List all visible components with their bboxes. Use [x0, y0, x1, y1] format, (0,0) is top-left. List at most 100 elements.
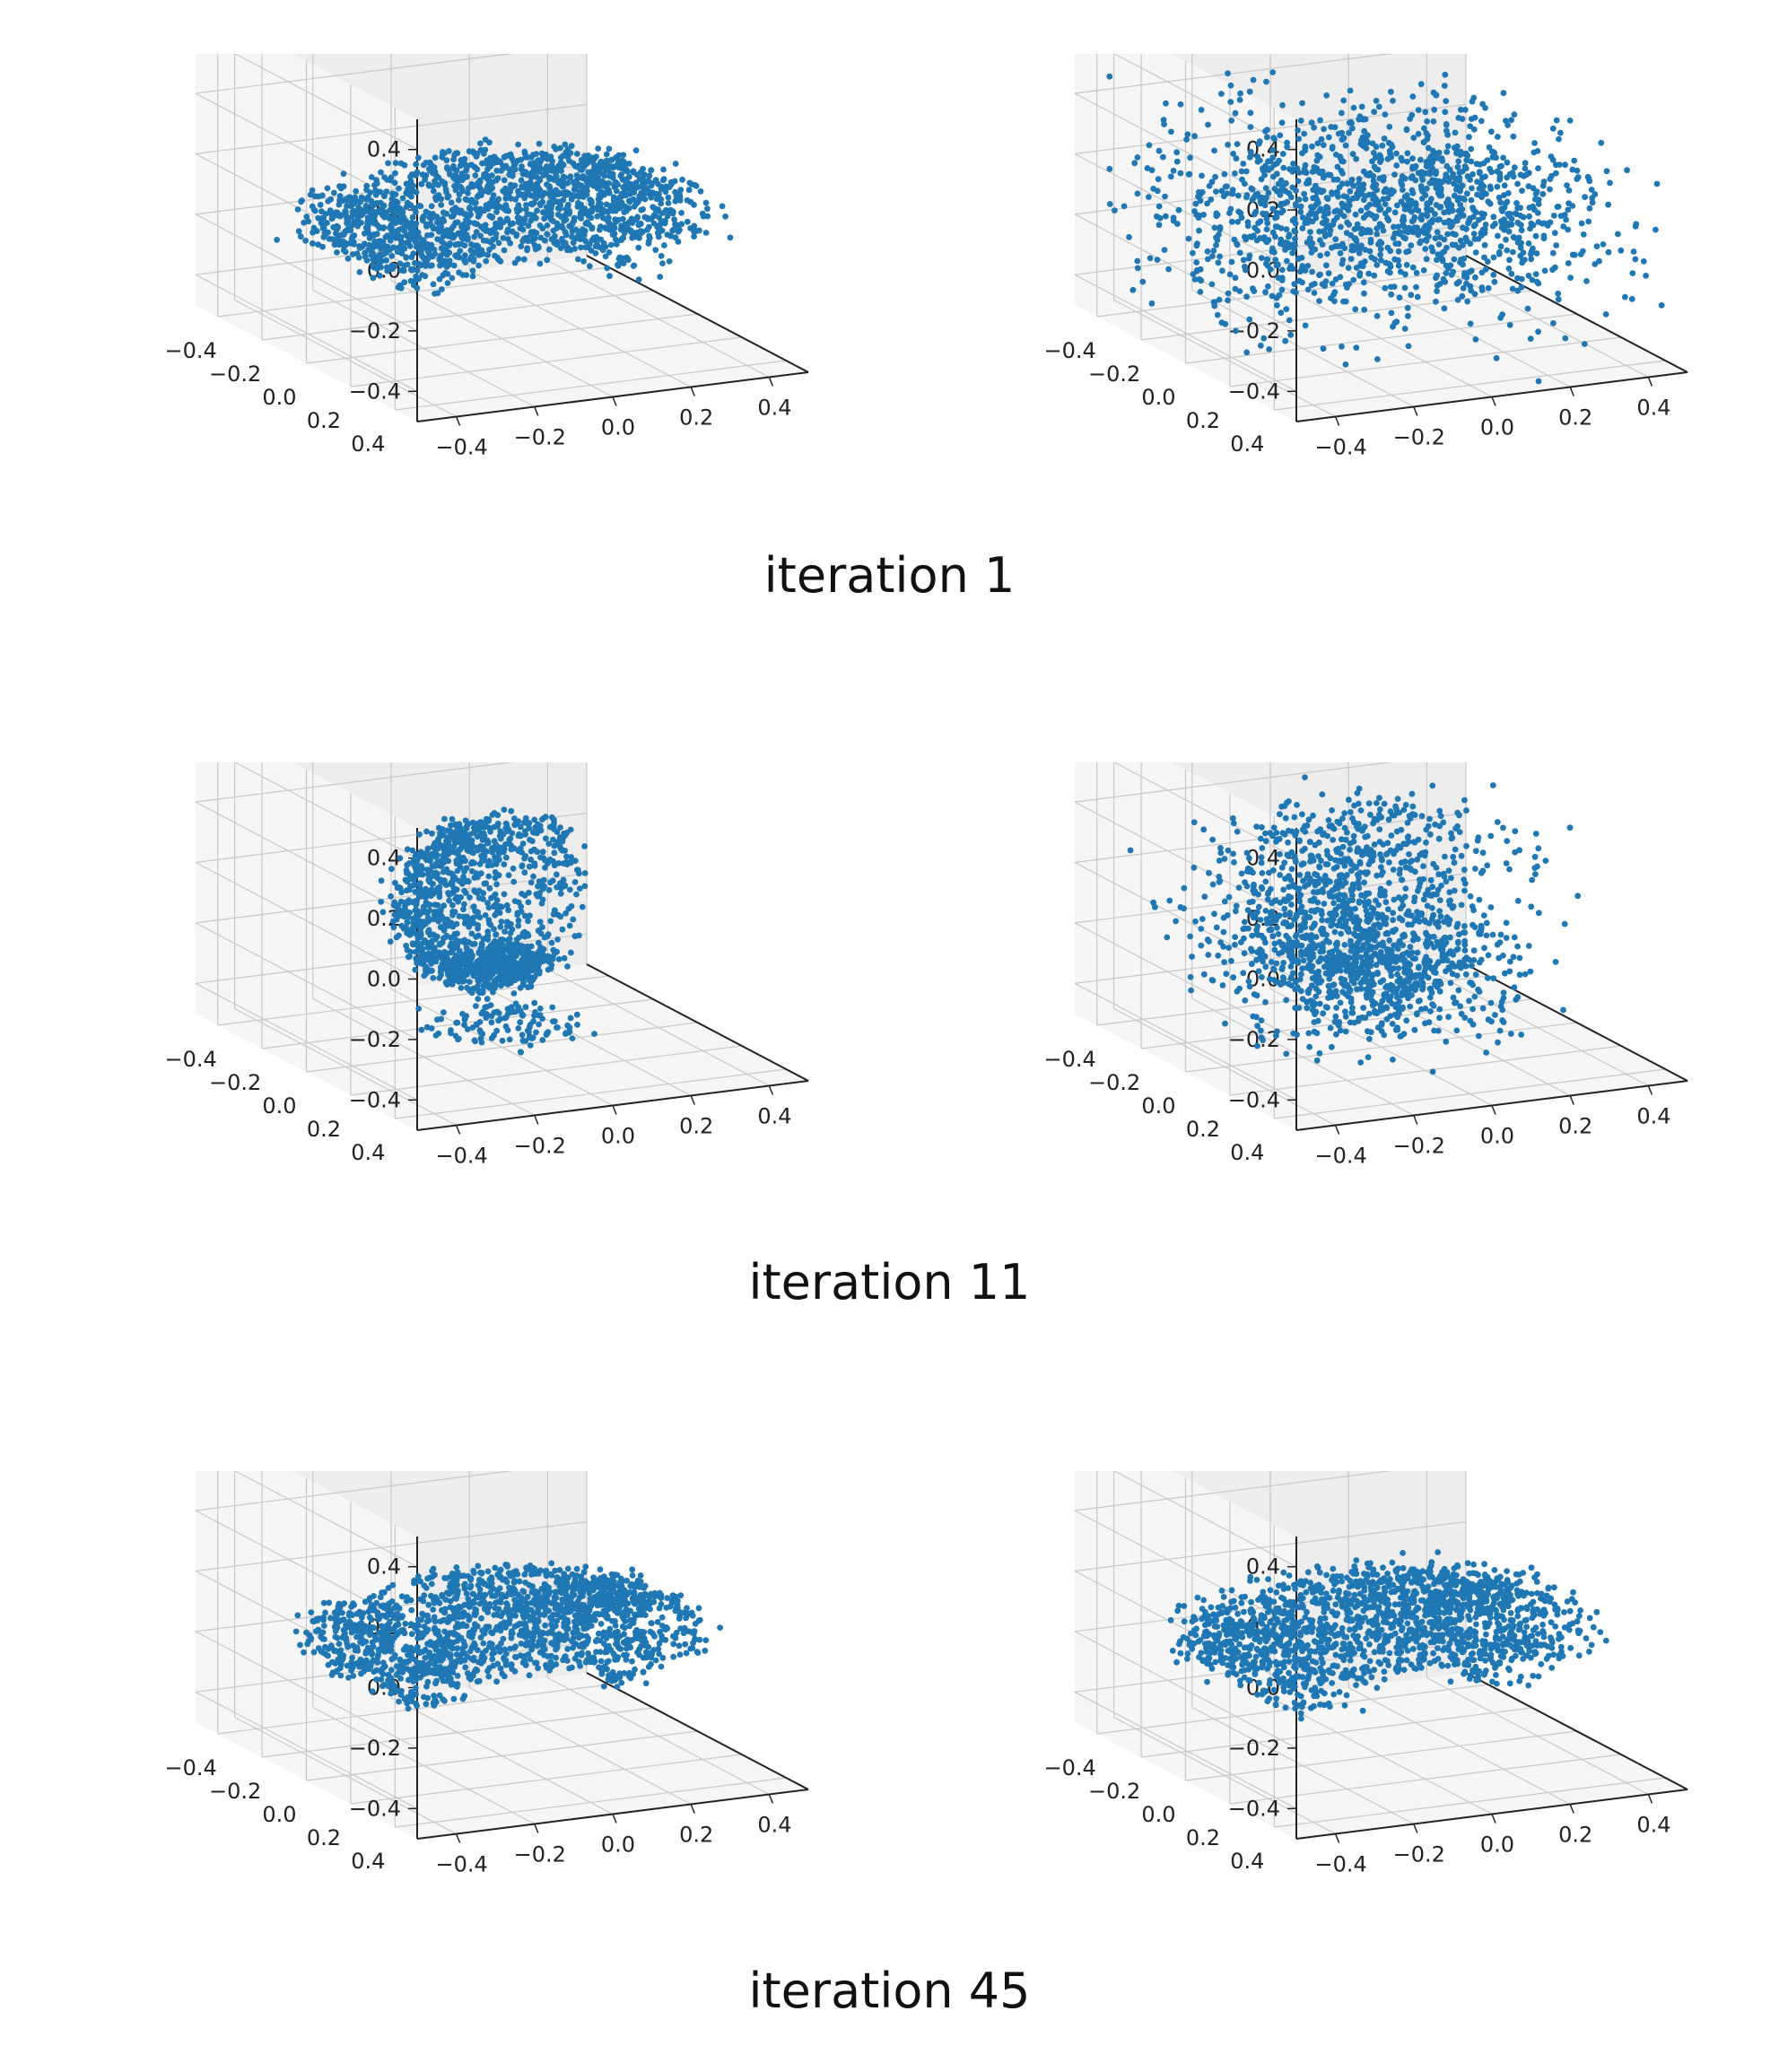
data-point — [595, 166, 602, 173]
data-point — [697, 187, 704, 195]
data-point — [1185, 171, 1192, 178]
data-point — [1403, 126, 1410, 134]
data-point — [1569, 203, 1576, 209]
data-point — [1444, 143, 1452, 150]
data-point — [311, 207, 318, 214]
data-point — [659, 260, 666, 266]
data-point — [1470, 213, 1477, 221]
data-point — [1530, 245, 1536, 252]
data-point — [545, 840, 553, 847]
data-point — [1106, 73, 1113, 80]
data-point — [1134, 154, 1141, 161]
data-point — [1406, 224, 1412, 231]
data-point — [607, 241, 615, 248]
data-point — [503, 193, 510, 200]
data-point — [564, 244, 571, 251]
data-point — [1260, 200, 1268, 207]
data-point — [685, 187, 693, 194]
data-point — [464, 236, 471, 243]
data-point — [425, 876, 432, 883]
data-point — [510, 965, 518, 971]
data-point — [1357, 141, 1365, 147]
data-point — [1339, 109, 1345, 117]
data-point — [485, 873, 493, 880]
data-point — [1518, 227, 1525, 234]
data-point — [1196, 227, 1202, 234]
data-point — [548, 939, 555, 946]
data-point — [403, 180, 410, 187]
data-point — [530, 199, 537, 206]
data-point — [448, 1030, 454, 1037]
data-point — [362, 208, 369, 214]
data-point — [482, 912, 489, 918]
data-point — [1347, 187, 1354, 195]
data-point — [544, 1030, 550, 1037]
data-point — [1199, 188, 1206, 196]
data-point — [449, 164, 457, 171]
data-point — [544, 231, 550, 238]
data-point — [531, 952, 537, 959]
data-point — [1134, 265, 1141, 272]
data-point — [1380, 227, 1387, 234]
data-point — [1373, 262, 1381, 268]
y-tick-label: 0.4 — [1230, 431, 1264, 457]
data-point — [471, 233, 478, 240]
data-point — [376, 209, 382, 216]
y-tick-label: 0.2 — [307, 1117, 341, 1142]
data-point — [1329, 280, 1336, 287]
data-point — [419, 272, 425, 278]
data-point — [474, 844, 480, 851]
data-point — [493, 167, 501, 174]
data-point — [1312, 194, 1320, 201]
data-point — [1173, 149, 1181, 156]
data-point — [1167, 173, 1174, 180]
data-point — [519, 862, 526, 869]
data-point — [521, 928, 528, 936]
x-tick — [1647, 377, 1653, 387]
data-point — [1331, 124, 1339, 131]
data-point — [1490, 213, 1497, 221]
data-point — [1325, 134, 1332, 141]
data-point — [517, 191, 523, 198]
data-point — [460, 913, 467, 920]
data-point — [297, 233, 304, 240]
data-point — [691, 233, 697, 239]
data-point — [1219, 267, 1225, 274]
data-point — [475, 262, 482, 269]
data-point — [336, 201, 343, 208]
data-point — [1487, 183, 1494, 190]
data-point — [1289, 249, 1296, 257]
data-point — [566, 1024, 573, 1031]
data-point — [496, 910, 503, 917]
data-point — [1227, 99, 1234, 105]
data-point — [554, 220, 561, 227]
data-point — [529, 171, 536, 178]
data-point — [1351, 226, 1358, 232]
data-point — [1456, 170, 1463, 176]
data-point — [1366, 201, 1373, 208]
data-point — [406, 860, 413, 866]
data-point — [440, 215, 446, 222]
data-point — [451, 875, 458, 881]
data-point — [385, 160, 391, 167]
data-point — [1334, 176, 1341, 183]
data-point — [1373, 98, 1380, 104]
data-point — [425, 249, 432, 256]
grid-line — [547, 259, 770, 379]
data-point — [438, 1015, 445, 1023]
data-point — [616, 205, 624, 212]
data-point — [550, 946, 557, 953]
data-point — [467, 948, 474, 955]
data-point — [536, 968, 543, 975]
data-point — [1393, 150, 1400, 157]
data-point — [1257, 218, 1264, 225]
data-point — [1425, 132, 1431, 139]
data-point — [438, 223, 445, 231]
data-point — [554, 936, 561, 943]
data-point — [1605, 201, 1611, 208]
data-point — [339, 197, 346, 205]
data-point — [387, 247, 394, 253]
data-point — [480, 936, 487, 942]
data-point — [1443, 270, 1450, 276]
data-point — [524, 820, 531, 827]
